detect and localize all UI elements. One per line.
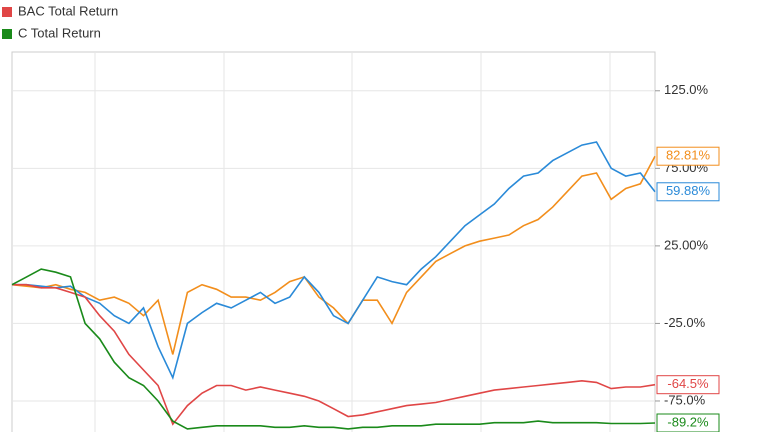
legend-swatch xyxy=(2,7,12,17)
end-label-box xyxy=(656,375,720,395)
vertical-grid xyxy=(94,52,611,432)
legend-swatch xyxy=(2,29,12,39)
end-label: -64.5% xyxy=(667,376,709,391)
end-label: 82.81% xyxy=(666,148,711,163)
legend-label: C Total Return xyxy=(18,25,101,40)
end-label: 59.88% xyxy=(666,183,711,198)
y-tick-label: -75.0% xyxy=(664,392,706,407)
y-tick-label: 25.00% xyxy=(664,237,709,252)
y-tick-label: -25.0% xyxy=(664,315,706,330)
series-line xyxy=(12,141,656,381)
series-line xyxy=(11,155,656,355)
end-label-box xyxy=(656,182,720,202)
series-line xyxy=(11,268,656,430)
plot-area xyxy=(11,51,656,437)
legend-label: BAC Total Return xyxy=(18,3,118,18)
y-tick-label: 125.0% xyxy=(664,82,709,97)
end-label: -89.2% xyxy=(667,414,709,429)
end-label-box xyxy=(656,146,720,166)
series-line xyxy=(12,283,656,426)
